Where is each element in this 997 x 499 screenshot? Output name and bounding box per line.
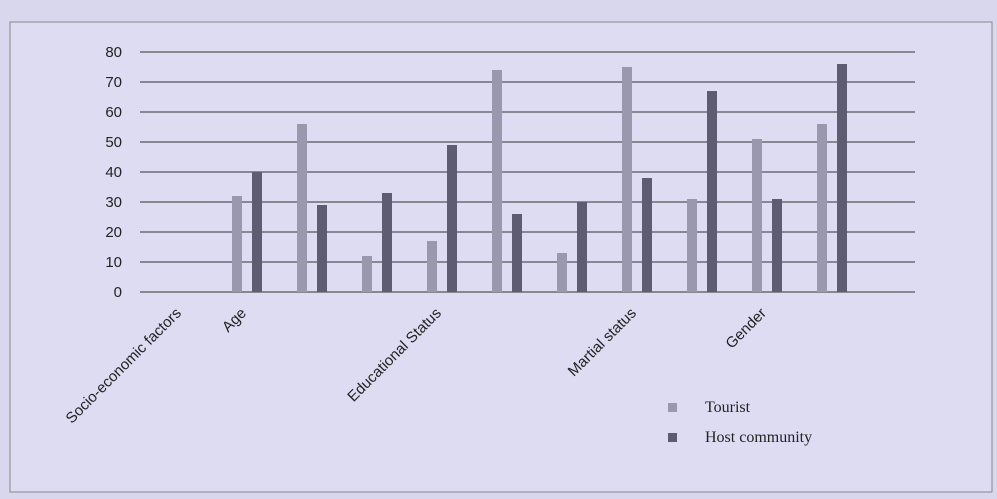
y-tick-label: 80 [105,44,122,61]
y-tick-label: 40 [105,164,122,181]
y-tick-label: 30 [105,194,122,211]
bar [687,199,697,292]
y-tick-label: 50 [105,134,122,151]
bar [492,70,502,292]
bar [707,91,717,292]
bar [642,178,652,292]
bar [447,145,457,292]
y-tick-label: 0 [114,284,122,301]
y-tick-label: 70 [105,74,122,91]
legend-swatch [668,403,677,412]
bar [837,64,847,292]
legend-label: Host community [705,429,812,446]
legend-label: Tourist [705,399,751,416]
y-tick-label: 20 [105,224,122,241]
bar [772,199,782,292]
bar [232,196,242,292]
bar [427,241,437,292]
bar [297,124,307,292]
bar [382,193,392,292]
bar [817,124,827,292]
bar [622,67,632,292]
bar [557,253,567,292]
bar [362,256,372,292]
bar [252,172,262,292]
bar [577,202,587,292]
y-tick-label: 60 [105,104,122,121]
y-tick-label: 10 [105,254,122,271]
bar [752,139,762,292]
legend-swatch [668,433,677,442]
bar [512,214,522,292]
bar [317,205,327,292]
